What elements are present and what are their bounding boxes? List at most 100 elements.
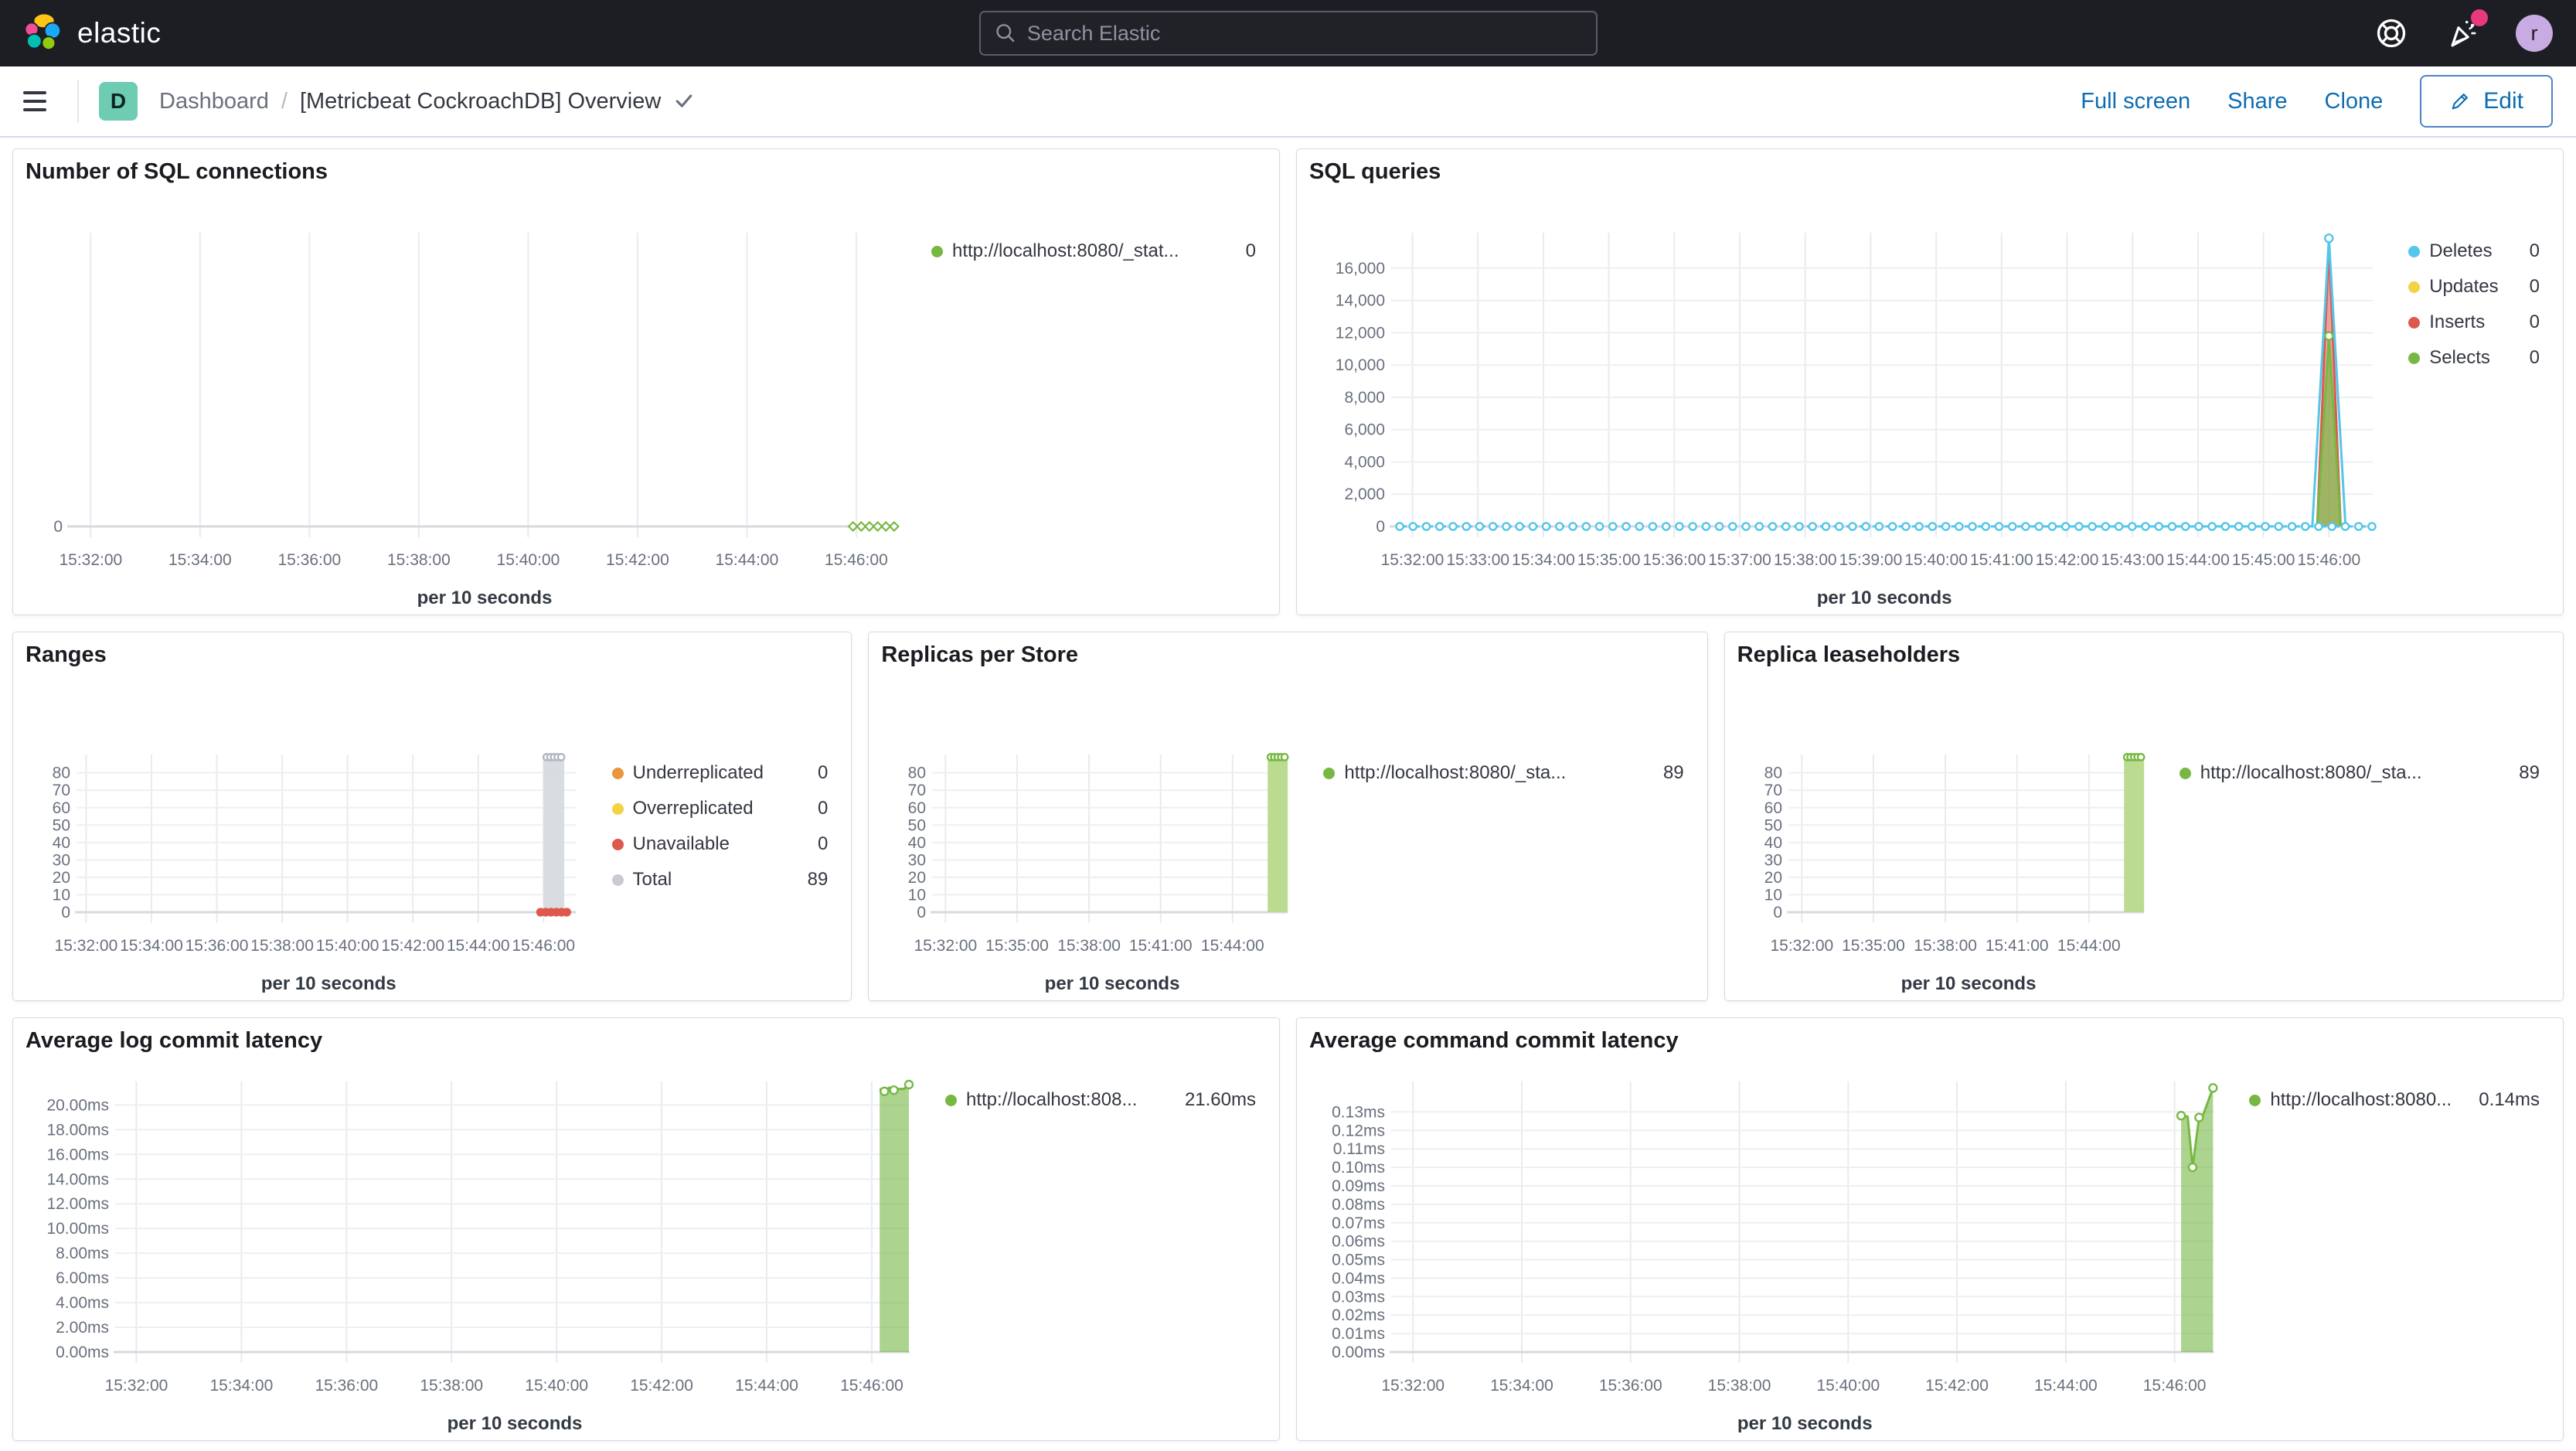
clone-button[interactable]: Clone	[2324, 88, 2384, 114]
svg-text:15:34:00: 15:34:00	[120, 937, 183, 955]
legend-item[interactable]: http://localhost:8080/_sta... 89	[2179, 762, 2540, 784]
svg-text:15:34:00: 15:34:00	[1512, 551, 1575, 569]
svg-text:15:43:00: 15:43:00	[2101, 551, 2164, 569]
svg-text:4,000: 4,000	[1344, 453, 1385, 471]
legend-series-dot	[931, 245, 943, 257]
legend-series-label: Inserts	[2429, 312, 2486, 332]
legend-item[interactable]: Overreplicated 0	[611, 798, 828, 819]
search-input[interactable]	[1026, 21, 1582, 46]
svg-text:15:32:00: 15:32:00	[55, 937, 118, 955]
help-button[interactable]	[2374, 15, 2409, 51]
svg-text:0.09ms: 0.09ms	[1332, 1177, 1385, 1195]
legend-series-label: http://localhost:8080...	[2270, 1089, 2452, 1110]
legend-series-value: 21.60ms	[1184, 1089, 1256, 1110]
dashboard-badge: D	[99, 82, 138, 121]
chart-ranges[interactable]: 15:32:00 15:34:00 15:36:00 15:38:00 15:40:00…	[26, 669, 839, 996]
share-button[interactable]: Share	[2227, 88, 2288, 114]
svg-text:16,000: 16,000	[1336, 260, 1385, 278]
svg-text:0.00ms: 0.00ms	[56, 1344, 109, 1361]
chart-replica-leaseholders[interactable]: 15:32:00 15:35:00 15:38:00 15:41:00 15:44:00…	[1737, 669, 2550, 996]
legend-item[interactable]: http://localhost:8080/_sta... 89	[1323, 762, 1684, 784]
elastic-brand[interactable]: elastic	[23, 12, 161, 54]
legend-item[interactable]: Updates 0	[2408, 276, 2540, 298]
svg-text:6.00ms: 6.00ms	[56, 1269, 109, 1287]
svg-text:15:40:00: 15:40:00	[1904, 551, 1968, 569]
svg-text:15:32:00: 15:32:00	[1770, 937, 1833, 955]
panel-title: Replicas per Store	[881, 642, 1078, 667]
legend-series-dot	[2408, 352, 2421, 364]
svg-text:15:32:00: 15:32:00	[914, 937, 978, 955]
svg-text:4.00ms: 4.00ms	[56, 1294, 109, 1312]
legend-item[interactable]: Deletes 0	[2408, 240, 2540, 262]
legend-series-value: 0	[2529, 276, 2540, 297]
chart-canvas-ranges: 15:32:00 15:34:00 15:36:00 15:38:00 15:40:00…	[53, 752, 577, 994]
svg-text:10: 10	[908, 886, 926, 904]
legend-item[interactable]: Unavailable 0	[611, 833, 828, 855]
news-button[interactable]	[2445, 9, 2488, 51]
svg-text:15:46:00: 15:46:00	[825, 551, 888, 569]
svg-text:15:38:00: 15:38:00	[1058, 937, 1121, 955]
svg-text:15:44:00: 15:44:00	[735, 1377, 798, 1395]
svg-text:14.00ms: 14.00ms	[46, 1170, 109, 1188]
breadcrumb-dashboard-link[interactable]: Dashboard	[159, 88, 269, 114]
legend-item[interactable]: Selects 0	[2408, 347, 2540, 369]
legend-series-value: 89	[1662, 762, 1684, 783]
svg-text:30: 30	[1764, 851, 1781, 869]
panel-title: Ranges	[26, 642, 107, 667]
legend-item[interactable]: http://localhost:808... 21.60ms	[945, 1089, 1256, 1111]
svg-text:15:42:00: 15:42:00	[606, 551, 669, 569]
panel-avg-log-commit-latency: Average log commit latency 15:32:00 15:34…	[12, 1017, 1280, 1441]
svg-text:15:44:00: 15:44:00	[447, 937, 510, 955]
svg-text:15:42:00: 15:42:00	[1925, 1377, 1989, 1395]
svg-text:10.00ms: 10.00ms	[46, 1220, 109, 1238]
svg-text:15:38:00: 15:38:00	[387, 551, 451, 569]
global-search[interactable]	[978, 11, 1598, 56]
legend-series-value: 0	[817, 762, 829, 783]
legend-series-label: Unavailable	[632, 833, 730, 854]
legend-series-dot	[2408, 316, 2421, 329]
svg-text:15:36:00: 15:36:00	[277, 551, 341, 569]
life-ring-icon	[2377, 19, 2406, 48]
party-popper-icon	[2451, 20, 2476, 47]
svg-text:15:38:00: 15:38:00	[1774, 551, 1837, 569]
svg-text:0.12ms: 0.12ms	[1332, 1122, 1385, 1139]
legend-sql-connections: http://localhost:8080/_stat... 0	[931, 240, 1256, 276]
title-check-icon[interactable]	[673, 90, 695, 112]
chart-sql-queries[interactable]: 15:32:00 15:33:00 15:34:00 15:35:00 15:36:00…	[1309, 186, 2550, 611]
legend-item[interactable]: Total 89	[611, 869, 828, 891]
chart-sql-connections[interactable]: 15:32:00 15:34:00 15:36:00 15:38:00 15:40:00…	[26, 186, 1267, 611]
edit-button[interactable]: Edit	[2420, 75, 2553, 128]
svg-text:0: 0	[917, 904, 927, 921]
svg-text:0: 0	[1376, 518, 1385, 536]
svg-text:50: 50	[53, 816, 70, 834]
dashboard-grid: Number of SQL connections 15:32:00 15:34:…	[0, 138, 2576, 1451]
chart-replicas-per-store[interactable]: 15:32:00 15:35:00 15:38:00 15:41:00 15:44:00…	[881, 669, 1694, 996]
legend-item[interactable]: http://localhost:8080... 0.14ms	[2249, 1089, 2540, 1111]
svg-text:15:41:00: 15:41:00	[1129, 937, 1193, 955]
svg-text:12,000: 12,000	[1336, 324, 1385, 342]
edit-button-label: Edit	[2483, 88, 2523, 114]
menu-button[interactable]	[23, 86, 54, 117]
svg-text:15:46:00: 15:46:00	[840, 1377, 903, 1395]
svg-text:10: 10	[53, 886, 70, 904]
svg-text:15:38:00: 15:38:00	[420, 1377, 483, 1395]
svg-text:15:34:00: 15:34:00	[210, 1377, 274, 1395]
legend-series-dot	[611, 838, 624, 850]
panel-title: SQL queries	[1309, 159, 1441, 184]
panel-sql-queries: SQL queries 15:32:00 15:33:00 15:34:00 15:3…	[1296, 148, 2564, 615]
toolbar-divider	[77, 80, 79, 123]
svg-text:0.00ms: 0.00ms	[1332, 1344, 1385, 1361]
svg-text:15:36:00: 15:36:00	[1599, 1377, 1662, 1395]
svg-text:0.13ms: 0.13ms	[1332, 1103, 1385, 1121]
chart-avg-command-commit-latency[interactable]: 15:32:00 15:34:00 15:36:00 15:38:00 15:40:00…	[1309, 1055, 2550, 1436]
legend-series-label: http://localhost:8080/_sta...	[2200, 762, 2422, 783]
panel-replica-leaseholders: Replica leaseholders 15:32:00 15:35:00 15:…	[1724, 632, 2564, 1001]
chart-avg-log-commit-latency[interactable]: 15:32:00 15:34:00 15:36:00 15:38:00 15:40:00…	[26, 1055, 1267, 1436]
svg-text:15:38:00: 15:38:00	[250, 937, 314, 955]
avatar[interactable]: r	[2516, 15, 2553, 52]
full-screen-button[interactable]: Full screen	[2081, 88, 2191, 114]
legend-item[interactable]: Underreplicated 0	[611, 762, 829, 784]
legend-item[interactable]: Inserts 0	[2408, 312, 2540, 333]
legend-item[interactable]: http://localhost:8080/_stat... 0	[931, 240, 1256, 262]
legend-series-label: http://localhost:8080/_stat...	[952, 240, 1179, 261]
